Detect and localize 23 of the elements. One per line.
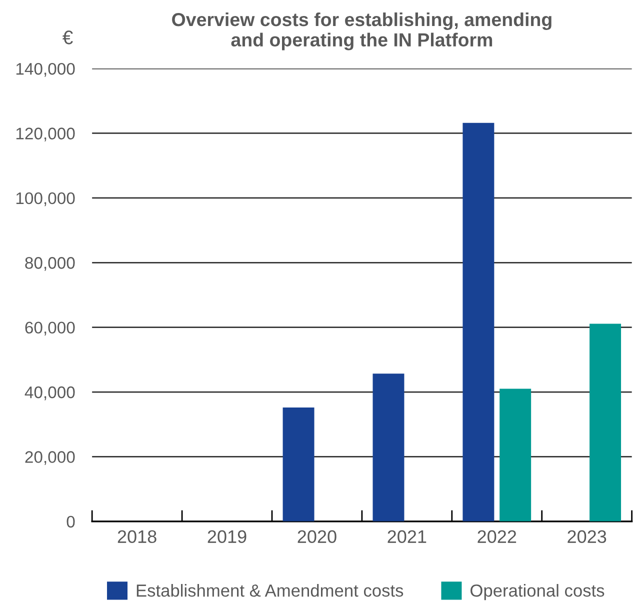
x-tick-label: 2021 bbox=[388, 530, 426, 544]
x-tick-label: 2018 bbox=[118, 530, 156, 544]
x-tick-label: 2020 bbox=[298, 530, 336, 544]
y-tick-label: 20,000 bbox=[25, 451, 75, 465]
y-tick-label: 40,000 bbox=[24, 386, 75, 400]
bar bbox=[462, 122, 494, 522]
bar bbox=[590, 324, 622, 522]
bar bbox=[372, 374, 404, 522]
x-tick-label: 2019 bbox=[208, 530, 246, 544]
y-tick-label: 0 bbox=[66, 516, 75, 528]
y-tick-label: 140,000 bbox=[16, 62, 75, 77]
y-tick-label: 100,000 bbox=[16, 192, 75, 206]
bar bbox=[282, 408, 314, 522]
legend-label: Establishment & Amendment costs bbox=[136, 584, 404, 597]
x-tick-label: 2023 bbox=[568, 530, 606, 544]
bar bbox=[500, 388, 532, 522]
legend-label: Operational costs bbox=[470, 584, 604, 600]
x-tick-label: 2022 bbox=[478, 530, 516, 544]
chart-title: Overview costs for establishing, amending and operating the IN Platform bbox=[172, 12, 552, 50]
y-tick-label: 120,000 bbox=[16, 128, 75, 142]
y-axis-title: € bbox=[62, 30, 73, 44]
y-tick-label: 80,000 bbox=[25, 257, 75, 271]
y-tick-label: 60,000 bbox=[25, 322, 75, 336]
